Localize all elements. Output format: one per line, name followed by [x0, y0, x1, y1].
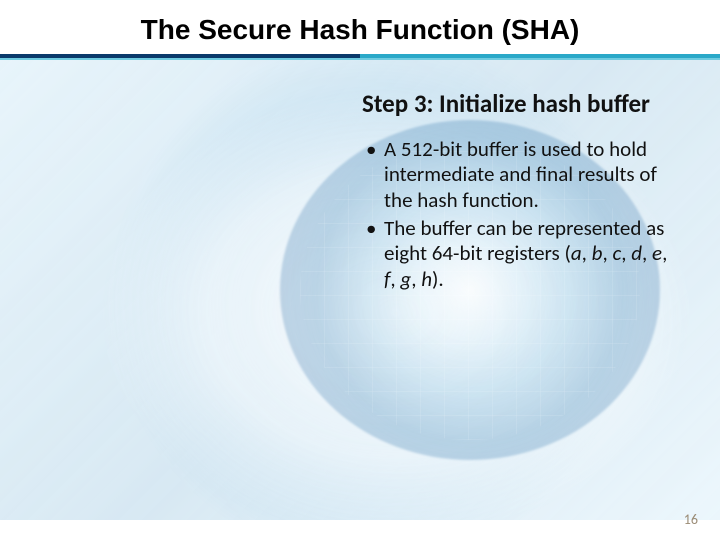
- bullet-text: The buffer can be represented as eight 6…: [384, 215, 667, 292]
- bullet-text: A 512-bit buffer is used to hold interme…: [384, 136, 657, 213]
- page-number: 16: [684, 511, 698, 528]
- step-subtitle: Step 3: Initialize hash buffer: [362, 90, 672, 119]
- slide-title: The Secure Hash Function (SHA): [0, 14, 720, 46]
- bullet-list: A 512-bit buffer is used to hold interme…: [362, 137, 672, 293]
- bullet-item: A 512-bit buffer is used to hold interme…: [362, 137, 672, 214]
- title-bar: The Secure Hash Function (SHA): [0, 14, 720, 46]
- content-area: Step 3: Initialize hash buffer A 512-bit…: [362, 90, 672, 294]
- title-underline: [0, 54, 720, 58]
- slide: The Secure Hash Function (SHA) Step 3: I…: [0, 0, 720, 540]
- bullet-item: The buffer can be represented as eight 6…: [362, 216, 672, 293]
